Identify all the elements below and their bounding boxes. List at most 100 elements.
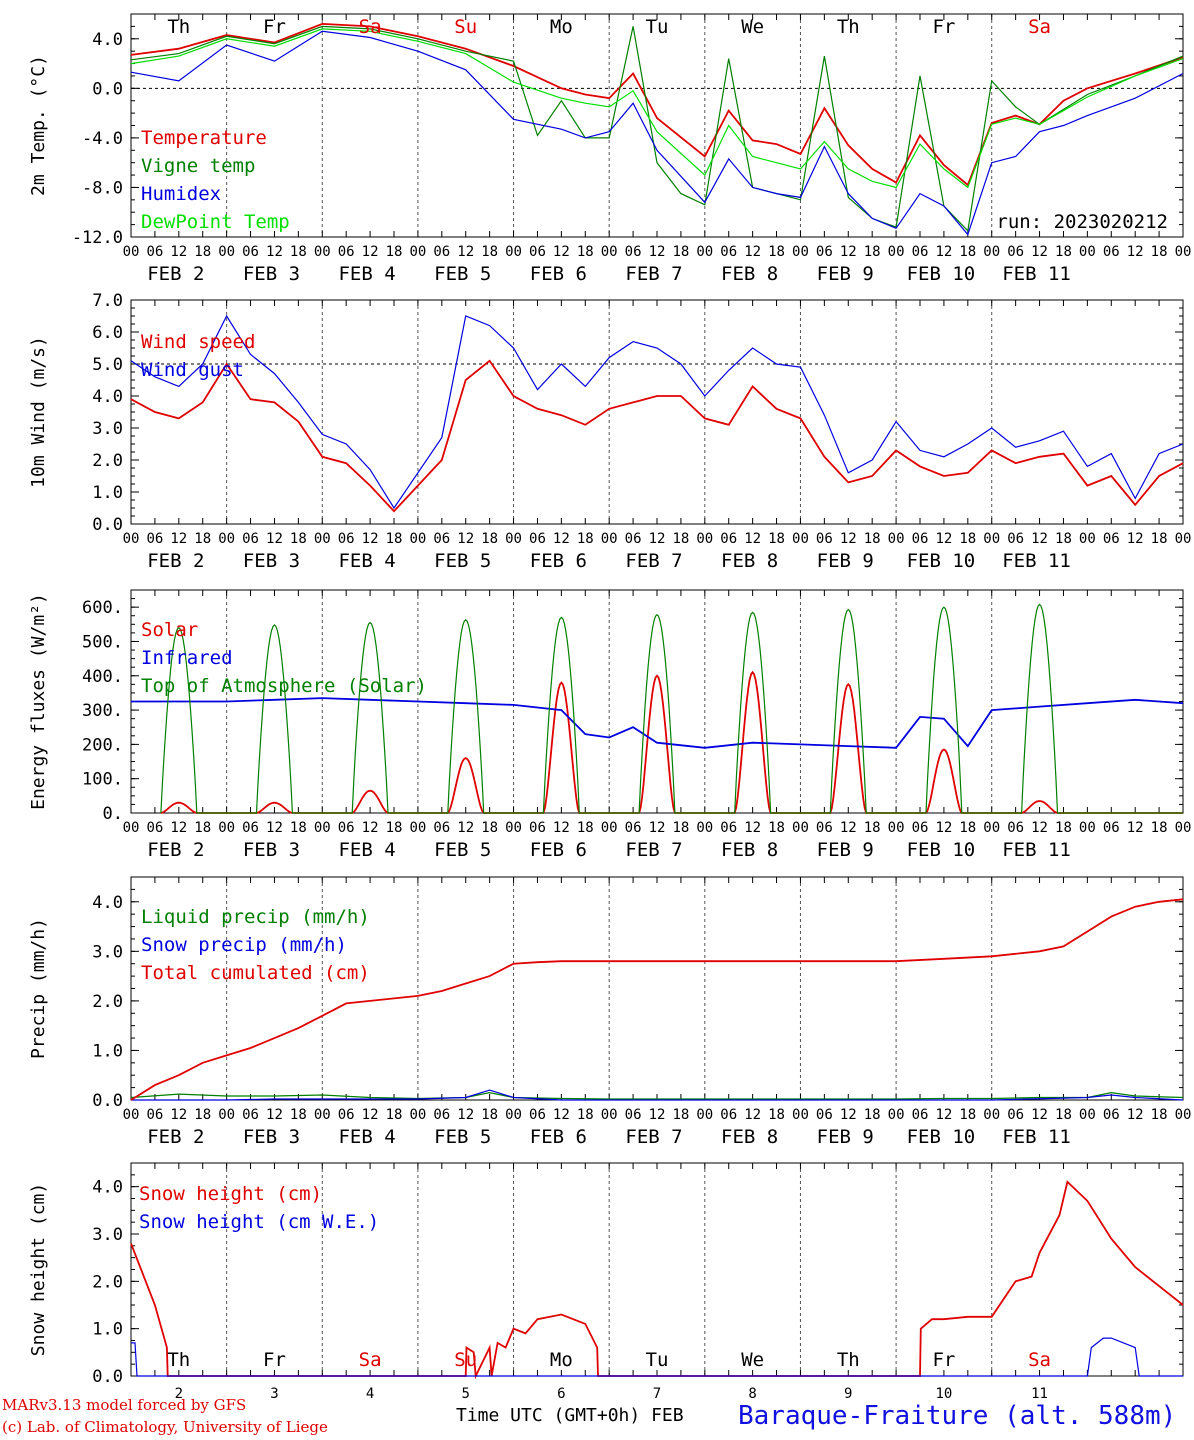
legend-entry: Top of Atmosphere (Solar)	[141, 675, 427, 697]
x-hour-label: 18	[194, 244, 211, 260]
x-hour-label: 06	[1007, 244, 1024, 260]
series-line-top-of-atmosphere-solar	[160, 603, 1183, 814]
x-hour-label: 12	[935, 1107, 952, 1123]
x-date-label: FEB 8	[721, 1126, 778, 1148]
x-date-label: FEB 6	[530, 1126, 587, 1148]
x-date-label: FEB 3	[243, 263, 300, 285]
x-hour-label: 18	[194, 531, 211, 547]
x-hour-label: 12	[362, 1107, 379, 1123]
x-hour-label: 06	[720, 1107, 737, 1123]
x-date-label: FEB 11	[1002, 550, 1071, 572]
x-hour-label: 12	[649, 820, 666, 836]
x-hour-label: 12	[840, 820, 857, 836]
weekday-label-bottom: Mo	[550, 1349, 573, 1371]
x-hour-label: 00	[314, 1107, 331, 1123]
x-hour-label: 06	[816, 244, 833, 260]
y-tick-label: 5.0	[92, 355, 123, 375]
x-hour-label: 18	[959, 244, 976, 260]
weekday-label-bottom: Sa	[1028, 1349, 1051, 1371]
x-date-label: FEB 5	[434, 263, 491, 285]
x-date-label: FEB 8	[721, 263, 778, 285]
x-hour-label: 06	[242, 244, 259, 260]
x-hour-label: 18	[959, 1107, 976, 1123]
x-hour-label: 00	[601, 820, 618, 836]
x-hour-label: 18	[672, 531, 689, 547]
x-hour-label: 06	[625, 244, 642, 260]
x-hour-label: 00	[1175, 1107, 1192, 1123]
x-hour-label: 06	[433, 531, 450, 547]
x-hour-label: 12	[457, 244, 474, 260]
time-axis-label: Time UTC (GMT+0h) FEB	[456, 1405, 684, 1426]
x-hour-label: 18	[864, 244, 881, 260]
x-hour-label: 18	[864, 531, 881, 547]
x-hour-label: 00	[409, 244, 426, 260]
x-hour-label: 12	[170, 820, 187, 836]
x-hour-label: 12	[553, 531, 570, 547]
x-hour-label: 06	[146, 820, 163, 836]
x-hour-label: 18	[672, 244, 689, 260]
series-line-snow-height-cm-w-e	[131, 1337, 1183, 1377]
x-hour-label: 00	[696, 1107, 713, 1123]
x-hour-label: 12	[840, 531, 857, 547]
y-tick-label: 0.	[103, 804, 123, 824]
x-hour-label: 18	[386, 820, 403, 836]
bottom-day-number: 2	[175, 1386, 183, 1402]
x-hour-label: 12	[840, 244, 857, 260]
run-annotation: run: 2023020212	[996, 211, 1168, 233]
x-hour-label: 00	[123, 1107, 140, 1123]
x-hour-label: 18	[386, 1107, 403, 1123]
bottom-day-number: 10	[935, 1386, 952, 1402]
x-hour-label: 06	[433, 1107, 450, 1123]
x-hour-label: 06	[1103, 531, 1120, 547]
x-hour-label: 06	[1103, 820, 1120, 836]
y-tick-label: 3.0	[92, 419, 123, 439]
legend-entry: Vigne temp	[141, 155, 255, 177]
y-tick-label: 1.0	[92, 1041, 123, 1061]
x-hour-label: 12	[553, 820, 570, 836]
x-hour-label: 12	[649, 1107, 666, 1123]
series-line-wind-speed	[130, 359, 1184, 513]
series-line-temperature	[130, 22, 1184, 187]
weekday-label-top: We	[741, 16, 764, 38]
x-hour-label: 12	[457, 1107, 474, 1123]
x-hour-label: 00	[792, 531, 809, 547]
x-hour-label: 18	[672, 1107, 689, 1123]
x-hour-label: 12	[1031, 244, 1048, 260]
x-hour-label: 18	[672, 820, 689, 836]
x-hour-label: 18	[1151, 244, 1168, 260]
legend-entry: Snow height (cm)	[139, 1183, 322, 1205]
x-date-label: FEB 7	[625, 839, 682, 861]
x-hour-label: 06	[1007, 531, 1024, 547]
y-tick-label: 0.0	[92, 1091, 123, 1111]
x-hour-label: 00	[505, 820, 522, 836]
x-hour-label: 06	[529, 1107, 546, 1123]
x-date-label: FEB 6	[530, 263, 587, 285]
x-hour-label: 18	[864, 820, 881, 836]
series-line-wind-gust	[130, 314, 1184, 510]
x-hour-label: 06	[912, 1107, 929, 1123]
x-hour-label: 12	[935, 820, 952, 836]
x-hour-label: 00	[218, 244, 235, 260]
x-hour-label: 12	[553, 1107, 570, 1123]
y-tick-label: 500.	[82, 632, 123, 652]
weekday-label-top: Fr	[263, 16, 286, 38]
x-hour-label: 00	[123, 531, 140, 547]
x-date-label: FEB 6	[530, 550, 587, 572]
x-hour-label: 00	[696, 244, 713, 260]
weekday-label-top: Th	[167, 16, 190, 38]
x-hour-label: 06	[242, 531, 259, 547]
x-date-label: FEB 4	[338, 839, 395, 861]
x-hour-label: 06	[1007, 820, 1024, 836]
x-hour-label: 00	[983, 531, 1000, 547]
x-hour-label: 00	[218, 531, 235, 547]
x-hour-label: 12	[744, 244, 761, 260]
legend-entry: Humidex	[141, 183, 221, 205]
x-hour-label: 06	[816, 1107, 833, 1123]
series-line-dewpoint-temp	[130, 28, 1184, 189]
x-hour-label: 06	[146, 1107, 163, 1123]
x-hour-label: 18	[577, 1107, 594, 1123]
weekday-label-bottom: Su	[454, 1349, 477, 1371]
x-date-label: FEB 9	[817, 1126, 874, 1148]
panel-frame	[130, 589, 1184, 814]
bottom-day-number: 4	[366, 1386, 374, 1402]
